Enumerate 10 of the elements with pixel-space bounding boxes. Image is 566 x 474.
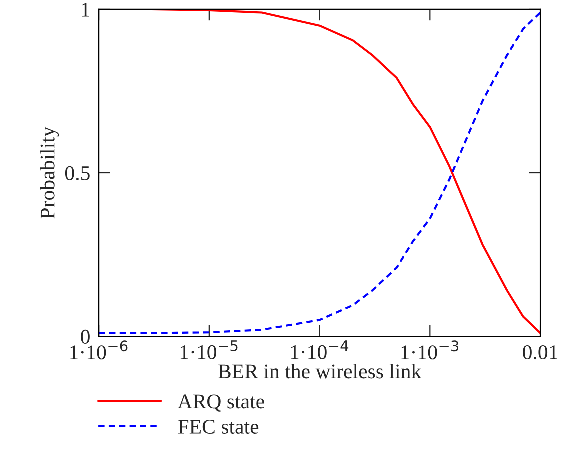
legend-label: ARQ state <box>178 394 264 412</box>
legend-label: FEC state <box>178 420 259 434</box>
y-axis-title: Probability <box>40 126 60 219</box>
x-tick-label: 1·10$^{−5}$ <box>180 340 238 360</box>
x-axis-title: BER in the wireless link <box>218 364 422 379</box>
y-tick-label: 0.5 <box>65 166 90 181</box>
x-tick-label: 1·10$^{−4}$ <box>291 340 349 360</box>
x-tick-label: 0.01 <box>523 345 558 360</box>
y-tick-label: 1 <box>82 2 90 17</box>
x-tick-label: 1·10$^{−3}$ <box>402 340 459 360</box>
